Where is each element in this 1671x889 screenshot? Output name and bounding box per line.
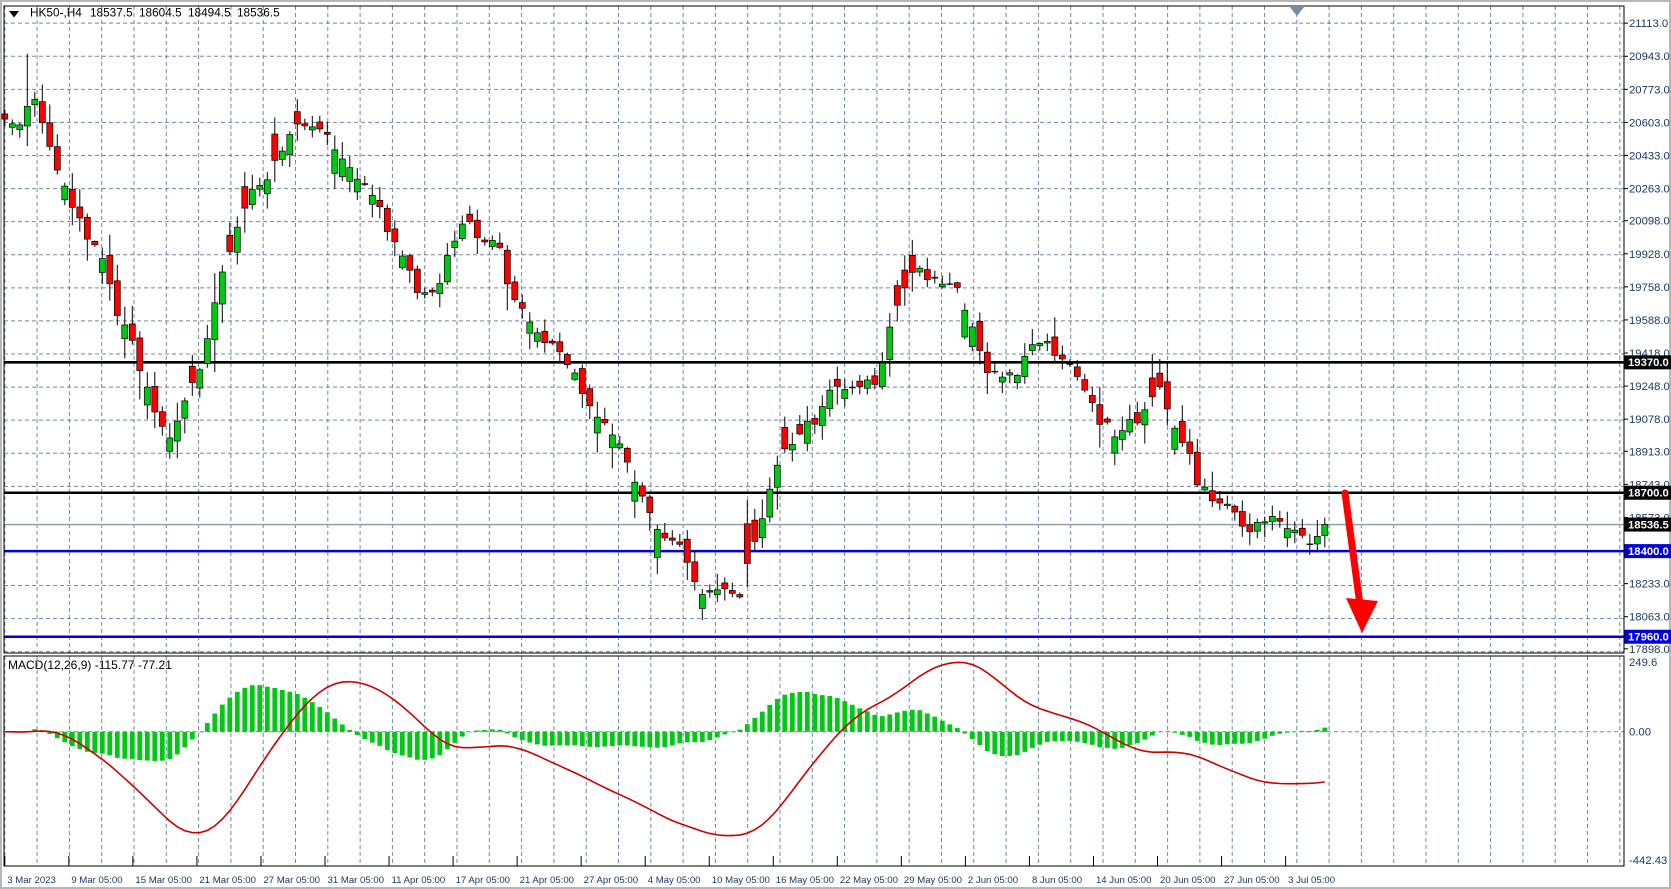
svg-text:18233.0: 18233.0 [1629,579,1670,591]
svg-text:20 Jun 05:00: 20 Jun 05:00 [1160,875,1215,886]
svg-text:19928.0: 19928.0 [1629,249,1670,261]
svg-text:9 Mar 05:00: 9 Mar 05:00 [71,875,122,886]
svg-text:-442.43: -442.43 [1629,855,1667,867]
svg-text:19758.0: 19758.0 [1629,282,1670,294]
svg-text:3 Jul 05:00: 3 Jul 05:00 [1288,875,1335,886]
svg-text:11 Apr 05:00: 11 Apr 05:00 [392,875,446,886]
svg-text:18537.5: 18537.5 [90,6,133,20]
svg-text:18400.0: 18400.0 [1628,546,1669,558]
svg-text:18536.5: 18536.5 [237,6,280,20]
svg-text:249.6: 249.6 [1629,657,1657,669]
svg-text:17960.0: 17960.0 [1628,632,1669,644]
svg-text:0.00: 0.00 [1629,727,1651,739]
svg-text:22 May 05:00: 22 May 05:00 [840,875,898,886]
svg-text:21 Apr 05:00: 21 Apr 05:00 [520,875,574,886]
svg-text:31 Mar 05:00: 31 Mar 05:00 [328,875,385,886]
svg-text:27 Apr 05:00: 27 Apr 05:00 [584,875,638,886]
svg-text:14 Jun 05:00: 14 Jun 05:00 [1096,875,1151,886]
svg-text:17898.0: 17898.0 [1629,644,1670,656]
svg-text:20098.0: 20098.0 [1629,216,1670,228]
svg-text:15 Mar 05:00: 15 Mar 05:00 [135,875,192,886]
svg-text:HK50-,H4: HK50-,H4 [30,6,82,20]
svg-text:8 Jun 05:00: 8 Jun 05:00 [1032,875,1082,886]
svg-text:19588.0: 19588.0 [1629,315,1670,327]
svg-text:20943.0: 20943.0 [1629,51,1670,63]
svg-text:18604.5: 18604.5 [139,6,182,20]
svg-text:18494.5: 18494.5 [188,6,231,20]
svg-text:18913.0: 18913.0 [1629,446,1670,458]
svg-text:20433.0: 20433.0 [1629,150,1670,162]
svg-text:16 May 05:00: 16 May 05:00 [776,875,834,886]
svg-text:18063.0: 18063.0 [1629,612,1670,624]
svg-text:20773.0: 20773.0 [1629,84,1670,96]
svg-text:19370.0: 19370.0 [1628,357,1669,369]
svg-text:2 Jun 05:00: 2 Jun 05:00 [968,875,1018,886]
svg-text:20603.0: 20603.0 [1629,117,1670,129]
svg-text:21 Mar 05:00: 21 Mar 05:00 [199,875,256,886]
svg-text:17 Apr 05:00: 17 Apr 05:00 [456,875,510,886]
svg-text:4 May 05:00: 4 May 05:00 [648,875,701,886]
svg-text:27 Jun 05:00: 27 Jun 05:00 [1224,875,1279,886]
svg-text:29 May 05:00: 29 May 05:00 [904,875,962,886]
svg-text:19078.0: 19078.0 [1629,414,1670,426]
svg-text:10 May 05:00: 10 May 05:00 [712,875,770,886]
svg-text:18536.5: 18536.5 [1628,519,1669,531]
svg-text:20263.0: 20263.0 [1629,184,1670,196]
svg-text:21113.0: 21113.0 [1629,18,1668,30]
svg-text:MACD(12,26,9) -115.77 -77.21: MACD(12,26,9) -115.77 -77.21 [8,658,172,672]
svg-text:27 Mar 05:00: 27 Mar 05:00 [263,875,320,886]
svg-text:3 Mar 2023: 3 Mar 2023 [7,875,56,886]
svg-text:18700.0: 18700.0 [1628,488,1669,500]
svg-text:19248.0: 19248.0 [1629,381,1670,393]
